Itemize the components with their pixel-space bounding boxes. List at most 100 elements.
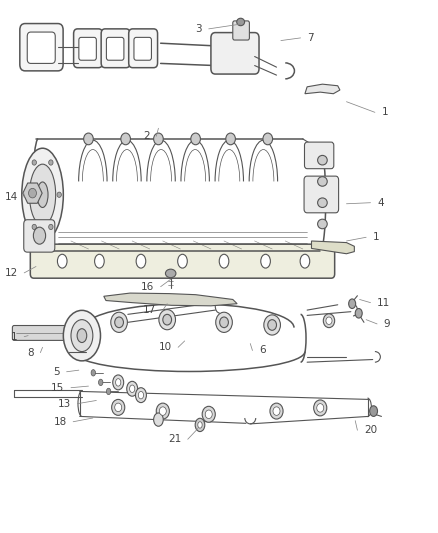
- FancyBboxPatch shape: [27, 32, 55, 63]
- Ellipse shape: [49, 160, 53, 165]
- Ellipse shape: [162, 314, 171, 325]
- Ellipse shape: [135, 387, 146, 402]
- Ellipse shape: [94, 254, 104, 268]
- Ellipse shape: [317, 219, 326, 229]
- Text: 1: 1: [372, 232, 378, 243]
- Ellipse shape: [300, 254, 309, 268]
- FancyBboxPatch shape: [30, 244, 334, 278]
- Ellipse shape: [198, 422, 202, 428]
- FancyBboxPatch shape: [12, 326, 84, 341]
- Ellipse shape: [98, 379, 102, 385]
- Ellipse shape: [110, 312, 127, 333]
- Ellipse shape: [113, 375, 124, 390]
- Ellipse shape: [106, 388, 110, 394]
- Ellipse shape: [215, 312, 232, 333]
- Text: 2: 2: [143, 131, 149, 141]
- Ellipse shape: [269, 403, 283, 419]
- FancyBboxPatch shape: [134, 37, 151, 60]
- Text: 12: 12: [4, 268, 18, 278]
- Ellipse shape: [202, 406, 215, 422]
- Ellipse shape: [115, 378, 120, 386]
- Ellipse shape: [369, 406, 377, 416]
- Ellipse shape: [71, 320, 92, 352]
- Text: 16: 16: [141, 282, 154, 292]
- FancyBboxPatch shape: [101, 29, 130, 68]
- FancyBboxPatch shape: [106, 37, 124, 60]
- Text: 3: 3: [195, 24, 202, 34]
- Ellipse shape: [159, 407, 166, 415]
- Text: 10: 10: [158, 342, 171, 352]
- Ellipse shape: [159, 310, 175, 330]
- Ellipse shape: [317, 198, 326, 207]
- Ellipse shape: [195, 418, 204, 432]
- Ellipse shape: [191, 133, 200, 145]
- Ellipse shape: [354, 309, 361, 318]
- Ellipse shape: [219, 254, 228, 268]
- FancyBboxPatch shape: [304, 176, 338, 213]
- Ellipse shape: [84, 133, 93, 145]
- Ellipse shape: [77, 329, 87, 343]
- Text: 8: 8: [27, 348, 34, 358]
- Polygon shape: [311, 241, 353, 254]
- Ellipse shape: [272, 407, 279, 415]
- Text: 14: 14: [4, 192, 18, 203]
- Ellipse shape: [33, 227, 46, 244]
- Ellipse shape: [205, 410, 212, 418]
- Text: 5: 5: [53, 367, 60, 377]
- Polygon shape: [304, 84, 339, 94]
- FancyBboxPatch shape: [74, 29, 102, 68]
- Ellipse shape: [114, 403, 121, 411]
- FancyBboxPatch shape: [20, 23, 63, 71]
- Ellipse shape: [325, 317, 331, 325]
- Ellipse shape: [29, 164, 56, 225]
- Ellipse shape: [57, 192, 61, 197]
- Text: 15: 15: [51, 383, 64, 393]
- Text: 17: 17: [143, 305, 156, 315]
- Ellipse shape: [57, 254, 67, 268]
- Ellipse shape: [114, 317, 123, 328]
- Text: 1: 1: [11, 332, 18, 342]
- Text: 6: 6: [258, 345, 265, 356]
- FancyBboxPatch shape: [304, 142, 333, 168]
- Text: 18: 18: [53, 417, 67, 427]
- Ellipse shape: [177, 254, 187, 268]
- Ellipse shape: [91, 369, 95, 376]
- Ellipse shape: [225, 133, 235, 145]
- Ellipse shape: [313, 400, 326, 416]
- Text: 21: 21: [168, 434, 181, 445]
- Text: 11: 11: [376, 297, 389, 308]
- Text: 7: 7: [307, 33, 313, 43]
- Ellipse shape: [22, 148, 63, 241]
- Ellipse shape: [322, 314, 334, 328]
- FancyBboxPatch shape: [232, 21, 249, 40]
- Text: 9: 9: [383, 319, 389, 329]
- Text: 1: 1: [381, 107, 387, 117]
- FancyBboxPatch shape: [210, 33, 258, 74]
- Ellipse shape: [120, 133, 130, 145]
- Ellipse shape: [111, 399, 124, 415]
- Ellipse shape: [348, 299, 355, 309]
- Ellipse shape: [267, 320, 276, 330]
- Ellipse shape: [263, 315, 280, 335]
- Text: 13: 13: [58, 399, 71, 409]
- Ellipse shape: [24, 192, 28, 197]
- Ellipse shape: [129, 385, 134, 392]
- Ellipse shape: [316, 403, 323, 412]
- Ellipse shape: [260, 254, 270, 268]
- Ellipse shape: [236, 18, 244, 26]
- FancyBboxPatch shape: [128, 29, 157, 68]
- Ellipse shape: [127, 381, 138, 396]
- Ellipse shape: [317, 176, 326, 186]
- Ellipse shape: [153, 413, 163, 426]
- Ellipse shape: [37, 182, 48, 207]
- Text: 4: 4: [376, 198, 383, 208]
- Ellipse shape: [32, 224, 36, 230]
- FancyBboxPatch shape: [24, 220, 55, 252]
- Ellipse shape: [32, 160, 36, 165]
- Ellipse shape: [49, 224, 53, 230]
- Ellipse shape: [153, 133, 163, 145]
- Ellipse shape: [165, 269, 176, 278]
- Ellipse shape: [136, 254, 145, 268]
- Text: 20: 20: [363, 425, 376, 435]
- Polygon shape: [103, 293, 237, 306]
